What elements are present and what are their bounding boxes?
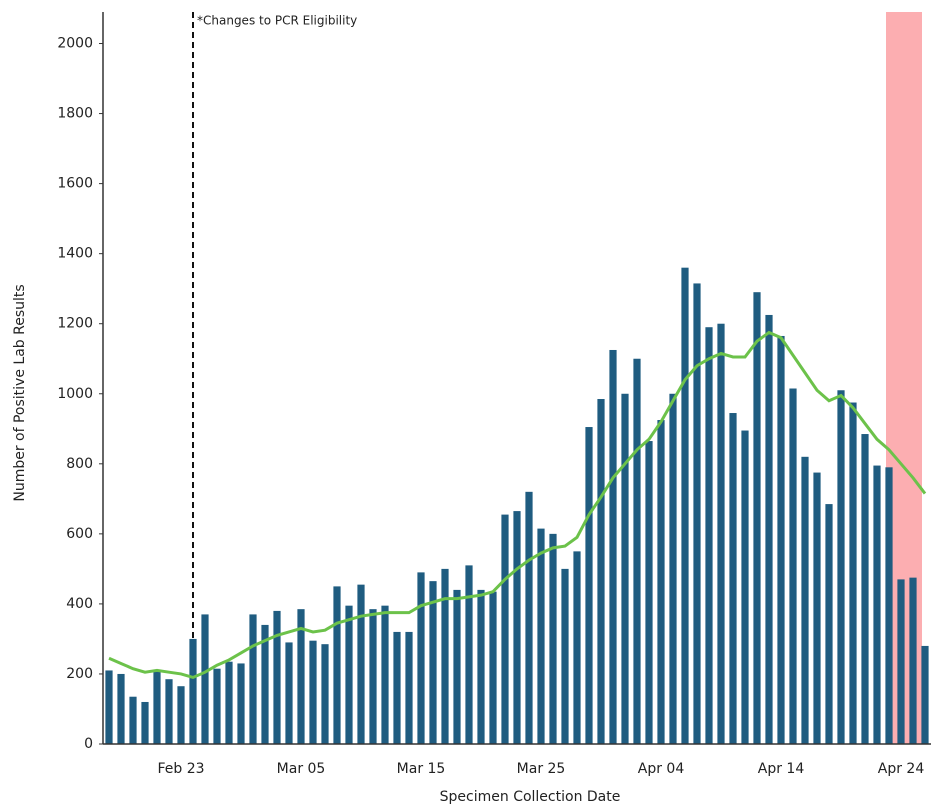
bar <box>465 565 473 744</box>
y-tick-label: 600 <box>66 526 93 542</box>
bar <box>225 661 233 744</box>
bar <box>693 283 701 744</box>
bar <box>513 511 521 744</box>
bar <box>237 663 245 744</box>
bar <box>549 533 557 744</box>
bar <box>681 267 689 744</box>
bar <box>177 686 185 744</box>
bar <box>213 668 221 744</box>
x-tick-label: Mar 05 <box>277 761 326 777</box>
x-tick-label: Apr 14 <box>758 761 805 777</box>
x-tick-label: Apr 24 <box>878 761 925 777</box>
y-tick-label: 0 <box>84 736 93 752</box>
bar <box>261 624 269 744</box>
x-tick-label: Mar 15 <box>397 761 446 777</box>
bar <box>345 605 353 744</box>
x-tick-label: Mar 25 <box>517 761 566 777</box>
bar <box>453 589 461 744</box>
bar <box>609 349 617 744</box>
bar <box>249 614 257 744</box>
bar <box>321 644 329 744</box>
bar <box>429 581 437 744</box>
bar <box>285 642 293 744</box>
bar <box>153 670 161 744</box>
bar <box>801 456 809 744</box>
bar <box>189 638 197 744</box>
bar <box>393 631 401 744</box>
bar <box>525 491 533 744</box>
bar <box>357 584 365 744</box>
bar <box>717 323 725 744</box>
bar <box>765 314 773 744</box>
bar <box>729 413 737 744</box>
bar <box>657 420 665 744</box>
y-tick-label: 1800 <box>57 106 93 122</box>
bar <box>117 673 125 744</box>
bar <box>813 472 821 744</box>
bar <box>165 679 173 744</box>
x-axis-title: Specimen Collection Date <box>440 789 621 805</box>
bar <box>369 609 377 744</box>
bar <box>105 670 113 744</box>
bar <box>789 388 797 744</box>
bar <box>861 434 869 744</box>
y-tick-label: 2000 <box>57 36 93 52</box>
bar <box>561 568 569 744</box>
x-tick-label: Feb 23 <box>157 761 204 777</box>
bar <box>885 467 893 744</box>
bar <box>417 572 425 744</box>
bar <box>537 528 545 744</box>
bar <box>381 605 389 744</box>
bar <box>645 441 653 744</box>
annotation: *Changes to PCR Eligibility <box>197 14 357 28</box>
bar <box>489 591 497 744</box>
bar <box>669 393 677 744</box>
bar <box>501 514 509 744</box>
y-axis-title: Number of Positive Lab Results <box>12 284 28 501</box>
y-tick-label: 1200 <box>57 316 93 332</box>
bar <box>705 327 713 744</box>
bar <box>849 402 857 744</box>
y-tick-label: 800 <box>66 456 93 472</box>
bar <box>825 504 833 744</box>
bar <box>129 696 137 744</box>
bar <box>405 631 413 744</box>
y-tick-label: 200 <box>66 666 93 682</box>
y-tick-label: 1600 <box>57 176 93 192</box>
moving-average-line <box>108 330 927 680</box>
bar <box>777 335 785 744</box>
bar <box>297 609 305 744</box>
y-tick-label: 400 <box>66 596 93 612</box>
bar <box>597 399 605 744</box>
bar <box>753 292 761 744</box>
bar <box>573 551 581 744</box>
bar <box>909 577 917 744</box>
bar <box>621 393 629 744</box>
bar <box>201 614 209 744</box>
bar <box>333 586 341 744</box>
bar <box>309 640 317 744</box>
bar <box>741 430 749 744</box>
bar <box>477 589 485 744</box>
bar <box>273 610 281 744</box>
y-tick-label: 1000 <box>57 386 93 402</box>
bar <box>837 390 845 744</box>
bar <box>141 701 149 744</box>
bar <box>441 568 449 744</box>
bar <box>585 427 593 744</box>
y-tick-label: 1400 <box>57 246 93 262</box>
bar <box>633 358 641 744</box>
bar <box>873 465 881 744</box>
bar <box>897 579 905 744</box>
x-tick-label: Apr 04 <box>638 761 685 777</box>
bar <box>921 645 929 744</box>
